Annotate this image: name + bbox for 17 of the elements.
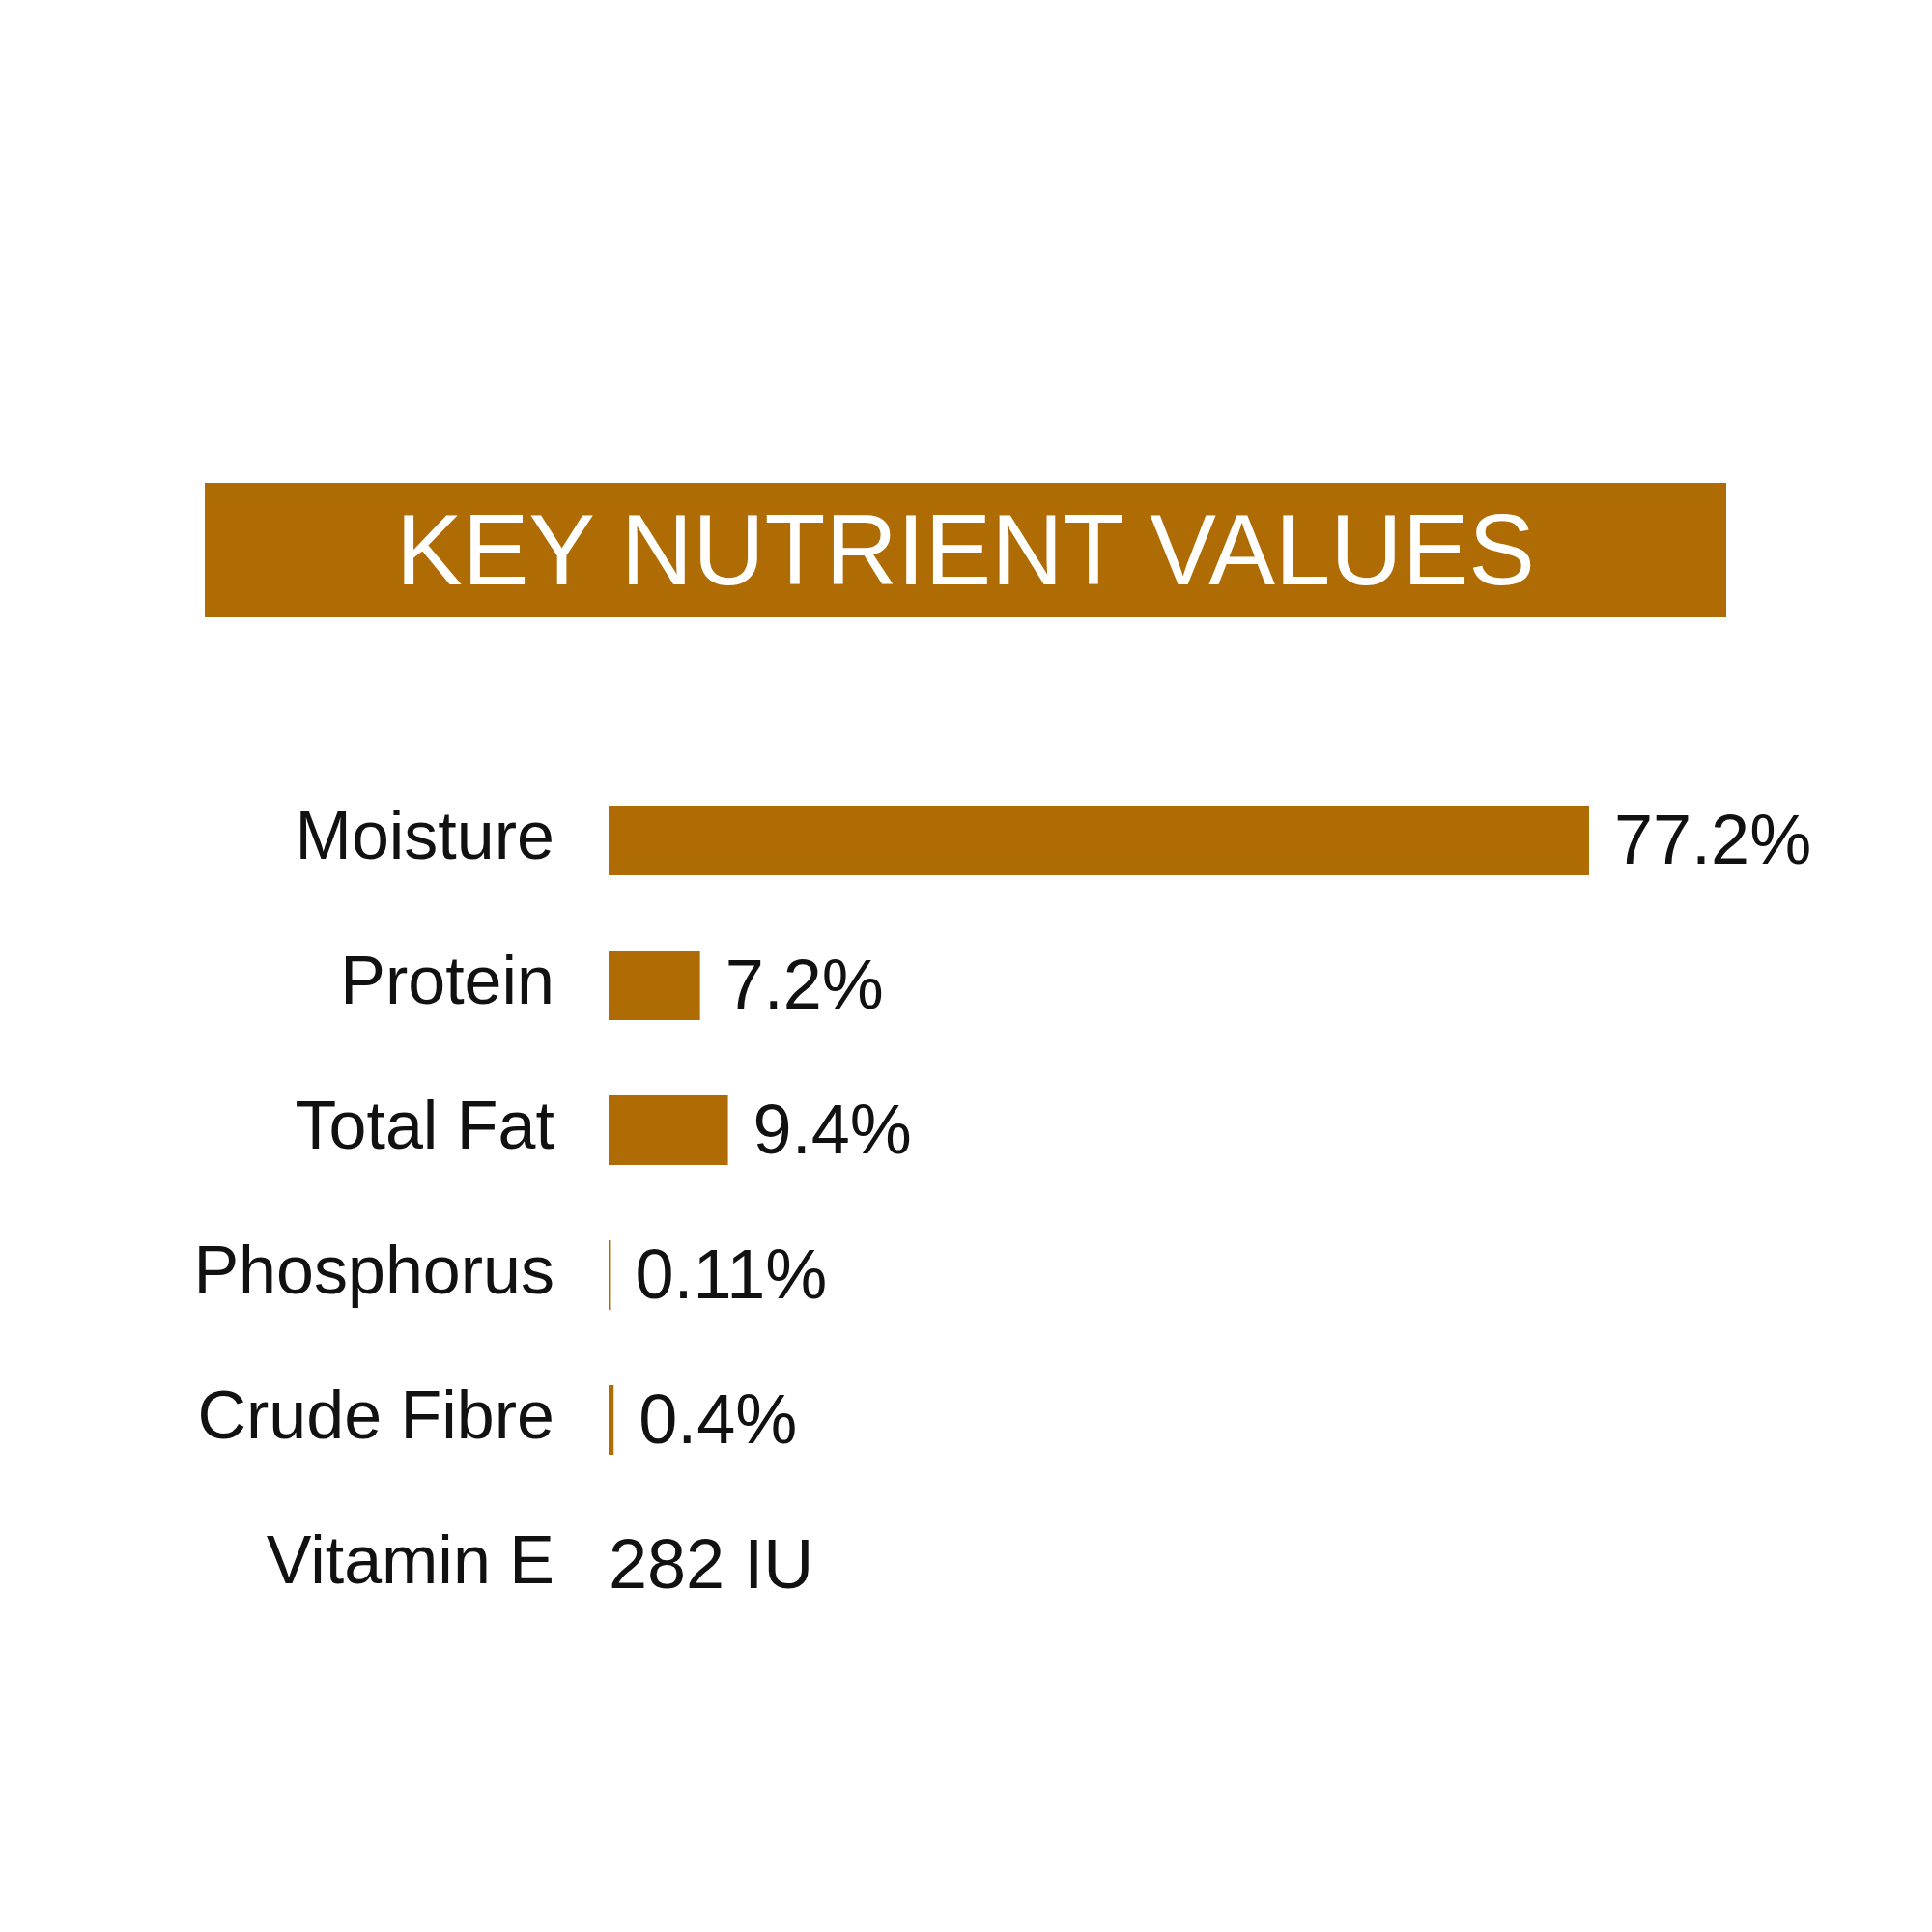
bar (609, 1385, 614, 1455)
data-label: 0.4% (639, 1379, 798, 1458)
y-tick-label: Crude Fibre (197, 1378, 554, 1454)
bar (609, 806, 1589, 875)
y-tick-label: Protein (340, 943, 554, 1019)
data-label: 9.4% (753, 1090, 912, 1168)
y-tick-label: Vitamin E (266, 1522, 554, 1599)
y-tick-label: Phosphorus (193, 1233, 554, 1309)
bar (609, 1095, 728, 1165)
bar (609, 951, 700, 1020)
y-tick-label: Moisture (295, 798, 554, 874)
text: 282 IU (609, 1524, 814, 1603)
data-label: 77.2% (1614, 800, 1812, 878)
data-label: 7.2% (724, 945, 884, 1023)
data-label: 0.11% (635, 1235, 828, 1313)
y-tick-label: Total Fat (295, 1088, 554, 1164)
chart-title: KEY NUTRIENT VALUES (395, 495, 1536, 606)
